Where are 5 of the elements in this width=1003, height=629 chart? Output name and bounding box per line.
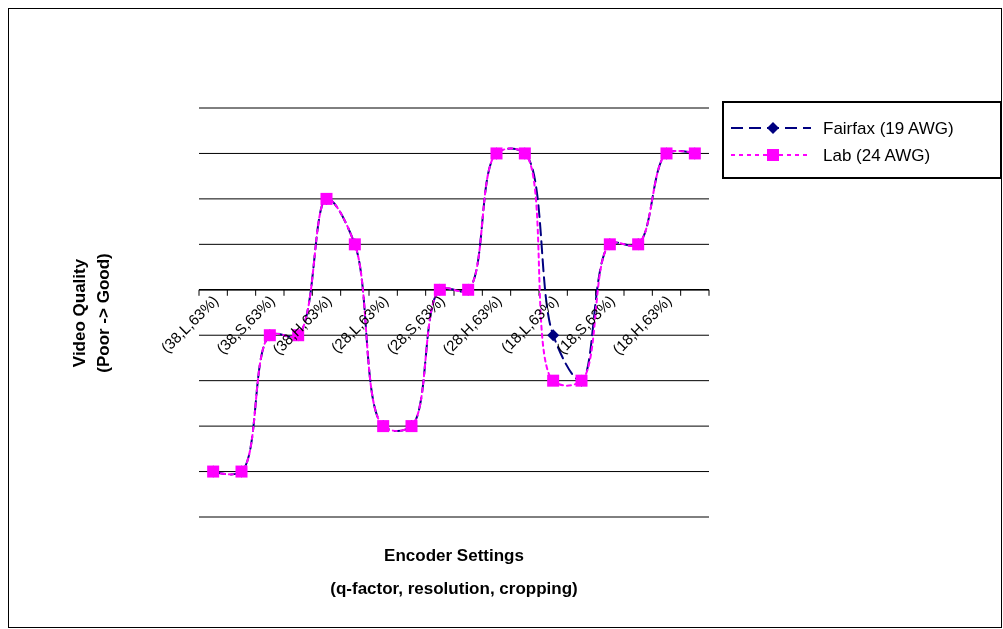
y-axis-title: Video Quality (Poor -> Good) [70, 253, 113, 373]
point [547, 374, 560, 387]
legend-label: Lab (24 AWG) [823, 146, 931, 165]
x-axis-title: Encoder Settings (q-factor, resolution, cropping) [330, 546, 578, 598]
legend-label: Fairfax (19 AWG) [823, 119, 954, 138]
